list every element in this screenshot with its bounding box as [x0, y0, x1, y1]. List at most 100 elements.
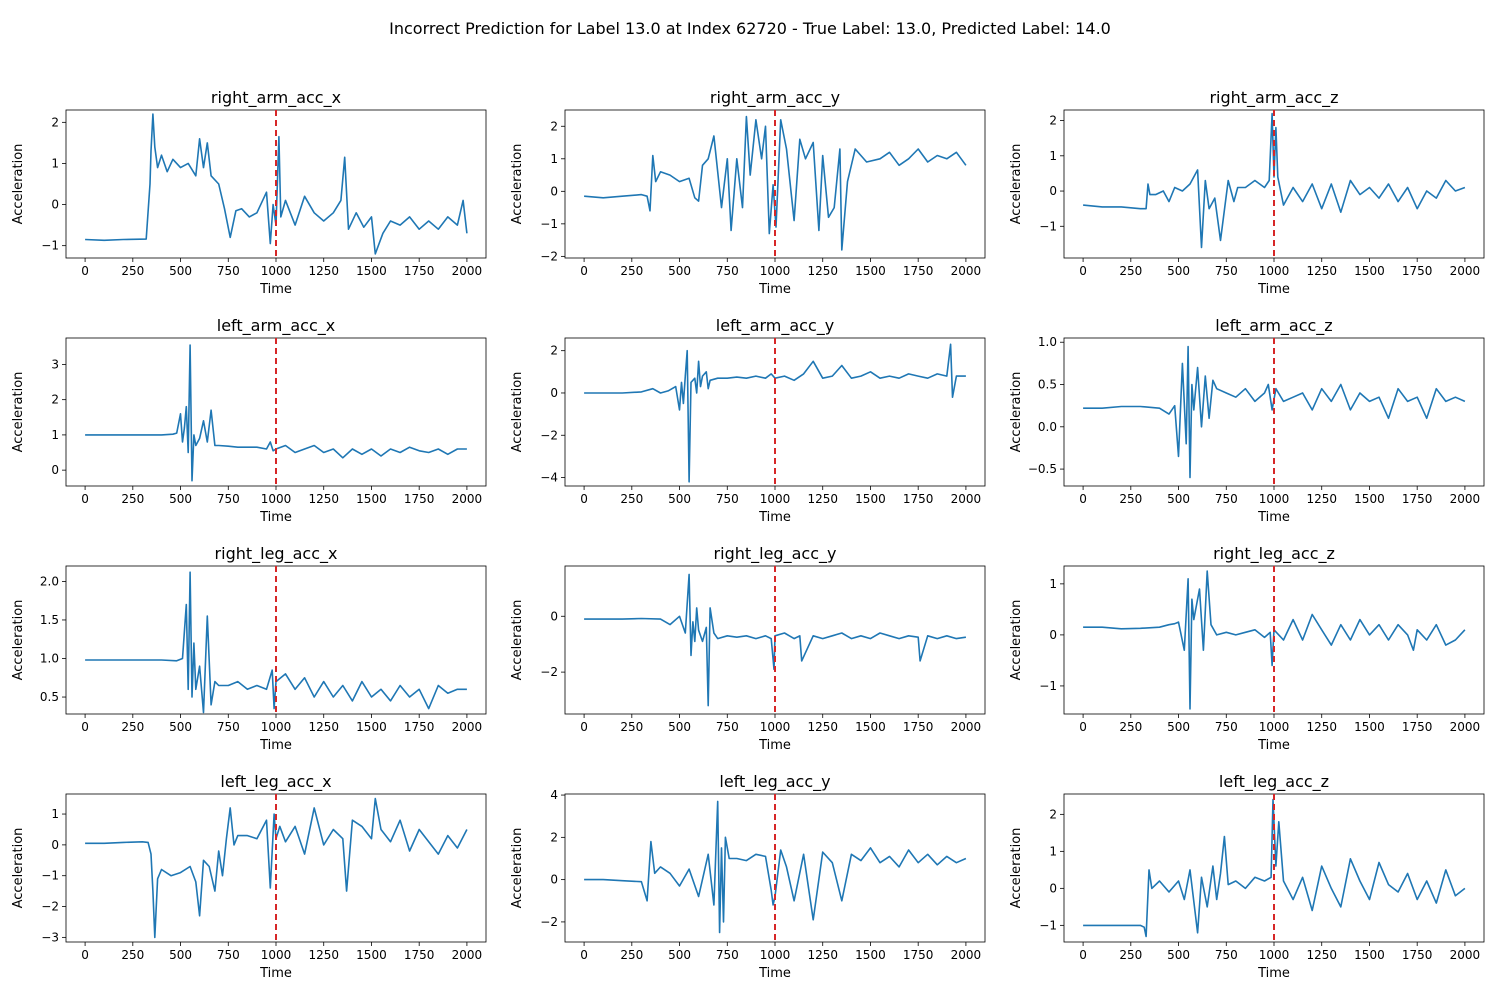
x-tick-label: 1750: [404, 948, 435, 962]
x-tick-label: 500: [668, 492, 691, 506]
x-tick-label: 1500: [356, 264, 387, 278]
x-tick-label: 750: [1215, 264, 1238, 278]
y-tick-label: 0: [1049, 184, 1057, 198]
x-tick-label: 1500: [855, 492, 886, 506]
subplot-title: left_leg_acc_x: [220, 772, 331, 792]
x-tick-label: 2000: [951, 492, 982, 506]
x-tick-label: 1250: [807, 264, 838, 278]
y-tick-label: −3: [41, 930, 59, 944]
y-axis-label: Acceleration: [11, 828, 26, 909]
x-axis-label: Time: [1257, 510, 1290, 525]
y-tick-label: −1: [41, 239, 59, 253]
x-tick-label: 1500: [1354, 264, 1385, 278]
subplot-title: left_arm_acc_y: [716, 316, 834, 336]
y-axis-label: Acceleration: [510, 372, 525, 453]
x-tick-label: 1000: [760, 948, 791, 962]
x-tick-label: 0: [1079, 948, 1087, 962]
y-axis-label: Acceleration: [1009, 372, 1024, 453]
subplot-left_arm_acc_z: left_arm_acc_z 0 250 500 750 1000 1250 1500 1750…: [1009, 316, 1485, 525]
x-tick-label: 0: [580, 264, 588, 278]
x-tick-label: 1000: [760, 264, 791, 278]
y-tick-label: −1: [1039, 679, 1057, 693]
x-tick-label: 750: [716, 492, 739, 506]
x-tick-label: 1250: [308, 492, 339, 506]
y-tick-label: −2: [540, 428, 558, 442]
x-tick-label: 0: [81, 264, 89, 278]
x-tick-label: 250: [620, 948, 643, 962]
x-tick-label: 1000: [760, 720, 791, 734]
x-tick-label: 750: [716, 264, 739, 278]
y-tick-label: 4: [550, 788, 558, 802]
y-axis-label: Acceleration: [1009, 600, 1024, 681]
subplot-title: right_leg_acc_x: [215, 544, 338, 564]
x-tick-label: 1000: [261, 720, 292, 734]
x-tick-label: 1750: [1402, 264, 1433, 278]
subplot-title: left_arm_acc_z: [1215, 316, 1332, 336]
y-tick-label: 1: [51, 807, 59, 821]
x-tick-label: 1750: [404, 264, 435, 278]
x-tick-label: 750: [1215, 720, 1238, 734]
y-tick-label: 0.5: [40, 690, 59, 704]
x-axis-label: Time: [1257, 738, 1290, 753]
x-tick-label: 750: [217, 948, 240, 962]
y-axis-label: Acceleration: [11, 600, 26, 681]
subplot-title: right_arm_acc_y: [710, 88, 840, 108]
x-tick-label: 0: [580, 720, 588, 734]
x-tick-label: 2000: [951, 264, 982, 278]
y-tick-label: 2.0: [40, 574, 59, 588]
y-tick-label: 2: [1049, 807, 1057, 821]
series-line-left_leg_acc_z: [1083, 798, 1466, 938]
x-tick-label: 1500: [855, 720, 886, 734]
y-tick-label: 1: [550, 152, 558, 166]
x-tick-label: 1500: [1354, 948, 1385, 962]
subplot-title: left_leg_acc_z: [1219, 772, 1329, 792]
x-tick-label: 500: [169, 948, 192, 962]
y-tick-label: −1: [41, 869, 59, 883]
x-tick-label: 750: [716, 948, 739, 962]
y-tick-label: 0: [550, 609, 558, 623]
x-axis-label: Time: [259, 282, 292, 297]
x-tick-label: 1500: [855, 264, 886, 278]
x-tick-label: 1250: [807, 492, 838, 506]
y-axis-label: Acceleration: [510, 600, 525, 681]
x-tick-label: 0: [81, 720, 89, 734]
y-tick-label: 0: [1049, 881, 1057, 895]
x-tick-label: 500: [169, 264, 192, 278]
x-tick-label: 750: [217, 492, 240, 506]
x-tick-label: 500: [1167, 492, 1190, 506]
y-tick-label: 0.5: [1038, 378, 1057, 392]
subplot-left_arm_acc_y: left_arm_acc_y 0 250 500 750 1000 1250 1500 1750…: [510, 316, 986, 525]
subplot-title: right_leg_acc_y: [714, 544, 837, 564]
x-tick-label: 500: [169, 720, 192, 734]
y-tick-label: 1.0: [1038, 335, 1057, 349]
x-tick-label: 250: [121, 720, 144, 734]
x-axis-label: Time: [1257, 966, 1290, 981]
y-axis-label: Acceleration: [11, 372, 26, 453]
subplot-right_arm_acc_x: right_arm_acc_x 0 250 500 750 1000 1250 1500 175…: [11, 88, 487, 297]
subplot-title: left_arm_acc_x: [217, 316, 335, 336]
y-axis-label: Acceleration: [11, 144, 26, 225]
x-tick-label: 2000: [1450, 720, 1481, 734]
x-tick-label: 1500: [855, 948, 886, 962]
x-tick-label: 500: [668, 264, 691, 278]
series-line-left_arm_acc_z: [1083, 345, 1466, 479]
x-tick-label: 1000: [1259, 720, 1290, 734]
x-tick-label: 2000: [1450, 492, 1481, 506]
figure-title: Incorrect Prediction for Label 13.0 at I…: [389, 19, 1111, 38]
x-tick-label: 1750: [903, 948, 934, 962]
y-axis-label: Acceleration: [510, 828, 525, 909]
y-tick-label: −2: [540, 915, 558, 929]
x-tick-label: 500: [169, 492, 192, 506]
x-tick-label: 250: [1119, 264, 1142, 278]
x-axis-label: Time: [758, 738, 791, 753]
x-tick-label: 1750: [404, 720, 435, 734]
x-tick-label: 1250: [308, 720, 339, 734]
x-tick-label: 1000: [760, 492, 791, 506]
subplot-right_arm_acc_y: right_arm_acc_y 0 250 500 750 1000 1250 1500 175…: [510, 88, 986, 297]
y-tick-label: 0: [1049, 628, 1057, 642]
y-tick-label: −2: [540, 249, 558, 263]
y-tick-label: 2: [51, 393, 59, 407]
y-tick-label: −1: [1039, 918, 1057, 932]
x-tick-label: 1500: [1354, 720, 1385, 734]
x-tick-label: 2000: [452, 948, 483, 962]
